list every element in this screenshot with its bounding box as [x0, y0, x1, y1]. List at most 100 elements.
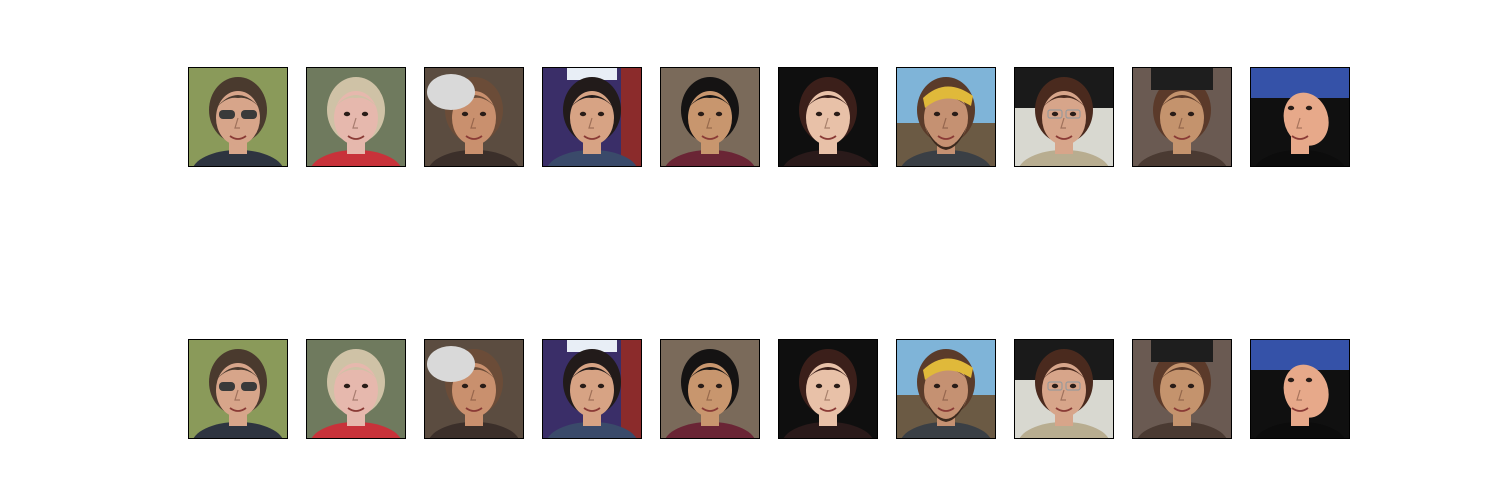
shirt — [547, 150, 637, 166]
top-image-row — [188, 67, 1351, 167]
hair-fringe — [1160, 95, 1204, 108]
mouth — [819, 407, 837, 412]
face — [1283, 92, 1329, 146]
mouth — [347, 407, 365, 412]
feather-mask — [427, 74, 475, 110]
yellow-bandana — [923, 358, 973, 380]
shirt — [665, 422, 755, 438]
right-eye — [951, 383, 959, 389]
mouth — [701, 407, 719, 412]
right-eye — [479, 383, 487, 389]
man-in-maroon-shirt-face-photo — [660, 339, 760, 439]
woman-with-graduation-cap-face-photo — [1132, 67, 1232, 167]
shirt — [1019, 150, 1109, 166]
yellow-bandana — [923, 86, 973, 108]
left-eye — [461, 111, 469, 117]
shirt — [1255, 150, 1345, 166]
man-with-glasses-face-photo — [1014, 67, 1114, 167]
woman-with-sunglasses-face-photo — [188, 339, 288, 439]
mouth — [229, 407, 247, 412]
nose — [470, 117, 476, 129]
mouth — [937, 407, 955, 412]
left-eye — [343, 111, 351, 117]
shirt — [1019, 422, 1109, 438]
nose — [1060, 389, 1066, 401]
sunglasses-left-lens — [219, 382, 235, 391]
mouth — [1055, 407, 1073, 412]
right-eye — [597, 111, 605, 117]
nose — [1060, 117, 1066, 129]
bald-man-looking-up-face-photo — [1250, 339, 1350, 439]
young-man-face-photo — [542, 67, 642, 167]
window-light — [567, 68, 617, 80]
left-eye — [933, 383, 941, 389]
hair-fringe — [216, 367, 260, 380]
right-eye — [715, 111, 723, 117]
mouth — [937, 135, 955, 140]
shirt — [1137, 150, 1227, 166]
left-eye — [815, 383, 823, 389]
hair-fringe — [1160, 367, 1204, 380]
hair-fringe — [688, 367, 732, 380]
right-eye — [1069, 383, 1077, 389]
glasses-right-frame — [1065, 381, 1081, 391]
hair-fringe — [334, 367, 378, 380]
right-eye — [597, 383, 605, 389]
shirt — [901, 150, 991, 166]
bearded-man-with-yellow-bandana-face-photo — [896, 67, 996, 167]
nose — [1178, 117, 1184, 129]
shirt — [1137, 422, 1227, 438]
face — [806, 363, 850, 417]
woman-with-sunglasses-face-photo — [188, 67, 288, 167]
nose — [824, 117, 830, 129]
right-eye — [1069, 111, 1077, 117]
mouth — [1173, 135, 1191, 140]
feather-mask — [427, 346, 475, 382]
face — [1160, 91, 1204, 145]
mouth — [465, 407, 483, 412]
nose — [470, 389, 476, 401]
sunglasses-right-lens — [241, 110, 257, 119]
man-with-glasses-face-photo — [1014, 339, 1114, 439]
left-eye — [579, 383, 587, 389]
shirt — [1255, 422, 1345, 438]
face — [334, 363, 378, 417]
face — [1042, 363, 1086, 417]
young-woman-face-photo — [778, 339, 878, 439]
left-eye — [343, 383, 351, 389]
smiling-girl-face-photo — [306, 67, 406, 167]
bald-man-looking-up-face-photo — [1250, 67, 1350, 167]
right-eye — [833, 383, 841, 389]
right-eye — [361, 383, 369, 389]
shirt — [311, 150, 401, 166]
left-eye — [579, 111, 587, 117]
mouth — [1173, 407, 1191, 412]
window-light — [567, 340, 617, 352]
young-man-face-photo — [542, 339, 642, 439]
man-in-maroon-shirt-face-photo — [660, 67, 760, 167]
shirt — [783, 150, 873, 166]
girl-with-feather-mask-face-photo — [424, 339, 524, 439]
mouth — [1291, 407, 1309, 412]
mouth — [583, 135, 601, 140]
nose — [352, 117, 358, 129]
hair-fringe — [806, 367, 850, 380]
girl-with-feather-mask-face-photo — [424, 67, 524, 167]
nose — [824, 389, 830, 401]
bottom-image-row — [188, 339, 1351, 439]
sunglasses-right-lens — [241, 382, 257, 391]
left-eye — [1169, 111, 1177, 117]
face — [1283, 364, 1329, 418]
mouth — [1291, 135, 1309, 140]
nose — [234, 117, 240, 129]
right-eye — [715, 383, 723, 389]
face — [924, 91, 968, 145]
right-eye — [479, 111, 487, 117]
face — [1160, 363, 1204, 417]
right-eye — [951, 111, 959, 117]
right-eye — [1305, 377, 1313, 383]
face — [688, 363, 732, 417]
shirt — [193, 150, 283, 166]
graduation-cap — [1151, 68, 1213, 90]
right-eye — [361, 111, 369, 117]
